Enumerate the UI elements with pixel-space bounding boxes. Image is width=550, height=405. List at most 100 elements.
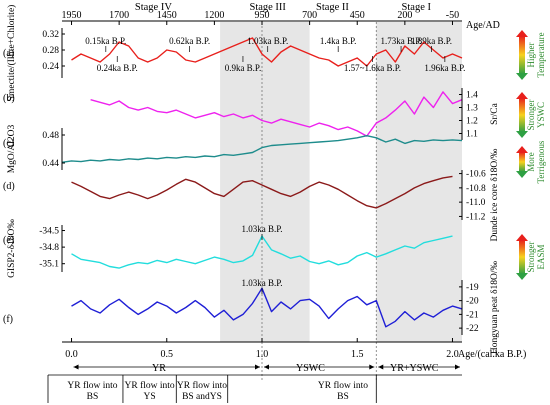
- annotation: 1.89ka B.P.: [411, 36, 452, 46]
- annotation: 0.9ka B.P.: [225, 63, 262, 73]
- top-tick-label: 700: [302, 10, 317, 21]
- stage-label: Stage III: [249, 2, 286, 13]
- bottom-axis: 0.0 0.5 1.0 1.5 2.0 Age/(cal.ka B.P.): [62, 338, 526, 360]
- panel-letter: (b): [3, 93, 15, 104]
- bottom-tick-label: 2.0: [446, 349, 459, 360]
- y-tick-label: 1.1: [466, 130, 478, 140]
- arrow-head: [455, 364, 460, 370]
- y-tick-label: -34.8: [39, 243, 59, 253]
- top-tick-label: 1450: [157, 10, 177, 21]
- arrow-down-icon: [516, 171, 528, 178]
- bottom-tick-label: 1.5: [351, 349, 364, 360]
- indicator-label: HigherTemperature: [526, 32, 546, 77]
- annotation: 0.24ka B.P.: [97, 63, 138, 73]
- panel-letter: (d): [3, 181, 15, 192]
- arrow-down-icon: [516, 131, 528, 138]
- top-tick-label: 950: [255, 10, 270, 21]
- stage-label: Stage II: [316, 2, 349, 13]
- arrow-head: [255, 364, 260, 370]
- arrow-up-icon: [516, 146, 528, 153]
- arrow-up-icon: [516, 92, 528, 99]
- indicator-label: StrongerEASM: [526, 242, 546, 273]
- y-tick-label: -35.1: [39, 260, 59, 270]
- wm-label-yr: YR: [152, 363, 166, 374]
- y-tick-label: -34.5: [39, 227, 59, 237]
- y-axis-label: MgO/Al2O3: [7, 124, 17, 173]
- panel-letter: (e): [3, 235, 14, 246]
- shaded-band: [376, 22, 462, 342]
- top-tick-label: 200: [397, 10, 412, 21]
- prov-label: BS: [87, 392, 99, 402]
- panel-5: (f) -22 -21 -20 -19 Hongyuan peat δ18O/‰ 1.03k…: [3, 260, 500, 354]
- annotation: 1.73ka B.P.: [381, 36, 422, 46]
- series-line: [90, 91, 463, 137]
- annotation: 1.03ka B.P.: [241, 278, 282, 288]
- y-tick-label: 1.2: [466, 117, 478, 127]
- annotation: 1.03ka B.P.: [247, 36, 288, 46]
- indicator-label: MoreTerrigenous: [526, 140, 546, 183]
- annotation: 1.57~1.6ka B.P.: [344, 63, 401, 73]
- y-tick-label: -20: [466, 297, 479, 307]
- annotation: 0.62ka B.P.: [169, 36, 210, 46]
- y-tick-label: 0.28: [42, 46, 59, 56]
- arrow-head: [378, 364, 384, 370]
- annotation: 1.03ka B.P.: [241, 224, 282, 234]
- indicators: HigherTemperature StrongerYSWC MoreTerrige…: [516, 30, 546, 280]
- prov-label: YR flow into: [67, 380, 117, 391]
- prov-label: BS: [337, 392, 349, 402]
- series-line: [71, 175, 453, 209]
- y-tick-label: -21: [466, 310, 479, 320]
- panel-0: (a) 0.24 0.28 0.32 Smectite/(Illite+Chlorite…: [3, 5, 465, 102]
- y-axis-label: Dunde ice core δ18O/‰: [490, 148, 500, 241]
- indicator-label: StrongerYSWC: [526, 100, 546, 131]
- y-tick-label: 1.3: [466, 104, 478, 114]
- indicator-bar: [519, 98, 525, 132]
- indicator-bar: [519, 152, 525, 172]
- prov-label: YR flow into: [318, 380, 368, 391]
- shaded-intervals: [220, 22, 462, 342]
- prov-label: BS andYS: [182, 392, 222, 402]
- top-tick-label: 1950: [62, 10, 82, 21]
- top-tick-label: -50: [446, 10, 459, 21]
- panel-1: (b) 1.1 1.2 1.3 1.4 Sr/Ca: [3, 88, 500, 140]
- prov-label: YR flow into: [125, 380, 175, 391]
- arrow-head: [369, 364, 375, 370]
- panel-3: (d) -11.2 -11.0 -10.8 -10.6 Dunde ice core δ1…: [3, 148, 500, 241]
- bottom-tick-label: 1.0: [256, 349, 269, 360]
- y-axis-label: Hongyuan peat δ18O/‰: [490, 260, 500, 354]
- bottom-tick-label: 0.5: [161, 349, 174, 360]
- panel-letter: (f): [3, 314, 13, 325]
- series-line: [71, 37, 463, 67]
- y-tick-label: -19: [466, 283, 479, 293]
- panel-2: (c) 0.44 0.48 MgO/Al2O3: [3, 124, 463, 173]
- stage-label: Stage IV: [135, 2, 172, 13]
- y-tick-label: -22: [466, 324, 479, 334]
- y-axis-label: Sr/Ca: [490, 102, 500, 124]
- bottom-axis-label: Age/(cal.ka B.P.): [458, 349, 526, 360]
- y-tick-label: 0.44: [42, 159, 59, 169]
- stage-labels: Stage IV Stage III Stage II Stage I: [135, 2, 432, 13]
- top-tick-label: 1200: [204, 10, 224, 21]
- top-axis: 1950 1700 1450 1200 950 700 450 200 -50 Age/AD: [62, 10, 500, 31]
- arrow-head: [264, 364, 269, 370]
- wm-label-yswc: YSWC: [296, 363, 325, 374]
- prov-label: YR flow into: [177, 380, 227, 391]
- y-tick-label: 0.48: [42, 131, 59, 141]
- y-tick-label: 1.4: [466, 91, 478, 101]
- arrow-down-icon: [516, 273, 528, 280]
- shaded-band: [220, 22, 310, 342]
- water-mass-bar: YR YSWC YR+YSWC: [73, 363, 460, 374]
- panels: (a) 0.24 0.28 0.32 Smectite/(Illite+Chlorite…: [3, 5, 500, 354]
- prov-label: YS: [144, 392, 156, 402]
- y-tick-label: -10.8: [466, 184, 486, 194]
- arrow-down-icon: [516, 73, 528, 80]
- series-line: [71, 287, 463, 328]
- indicator-bar: [519, 36, 525, 74]
- panel-letter: (c): [3, 138, 14, 149]
- top-tick-label: 1700: [109, 10, 129, 21]
- annotation: 1.96ka B.P.: [424, 63, 465, 73]
- y-tick-label: 0.32: [42, 30, 59, 40]
- y-tick-label: 0.24: [42, 62, 59, 72]
- arrow-head: [73, 364, 79, 370]
